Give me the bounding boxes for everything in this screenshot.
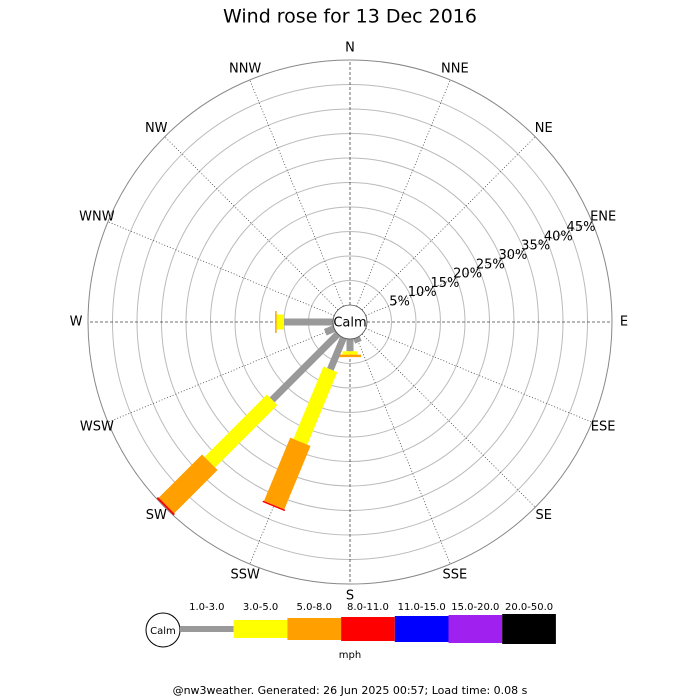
wind-bar: [353, 336, 362, 344]
outer-ring: [87, 59, 613, 585]
calm-label: Calm: [333, 316, 366, 331]
r-tick-label: 15%: [430, 276, 459, 291]
spoke: [365, 221, 593, 316]
direction-label: WNW: [79, 210, 115, 225]
wind-bar: [276, 314, 284, 330]
wind-bar: [158, 454, 218, 514]
legend-swatch: [233, 620, 288, 638]
direction-label: ESE: [591, 419, 616, 434]
wind-bar: [262, 500, 286, 512]
legend-label: 3.0-5.0: [243, 602, 278, 613]
r-tick-label: 5%: [389, 294, 410, 309]
spoke: [164, 136, 339, 311]
direction-label: NW: [145, 121, 168, 136]
legend-label: 20.0-50.0: [505, 602, 553, 613]
direction-label: E: [620, 315, 628, 330]
spoke: [249, 79, 344, 307]
r-tick-label: 35%: [521, 239, 550, 254]
legend-swatch: [341, 617, 395, 641]
wind-bar: [346, 339, 354, 352]
wind-bar: [284, 318, 333, 326]
legend-swatch: [448, 615, 503, 643]
r-tick-label: 25%: [476, 257, 505, 272]
legend-label: 1.0-3.0: [189, 602, 224, 613]
calm-circle: [332, 304, 368, 340]
wind-bar: [327, 336, 347, 371]
spoke: [356, 79, 451, 307]
legend-label: 8.0-11.0: [347, 602, 389, 613]
spoke: [361, 136, 536, 311]
r-tick-label: 10%: [408, 285, 437, 300]
spoke: [356, 337, 451, 565]
legend-label: 11.0-15.0: [398, 602, 446, 613]
direction-label: N: [345, 41, 355, 56]
grid-ring: [259, 231, 441, 413]
r-tick-label: 20%: [453, 267, 482, 282]
r-tick-label: 30%: [499, 248, 528, 263]
legend-swatch: [394, 616, 449, 642]
spoke: [107, 221, 335, 316]
spoke: [361, 333, 536, 508]
wind-bar: [323, 325, 336, 336]
direction-label: ENE: [590, 210, 616, 225]
legend-label: 5.0-8.0: [297, 602, 332, 613]
direction-label: SW: [146, 508, 167, 523]
spoke: [107, 328, 335, 423]
wind-bar: [275, 311, 277, 333]
legend-calm-label: Calm: [150, 626, 176, 637]
wind-bar: [342, 351, 358, 355]
wind-bar: [293, 366, 338, 445]
direction-label: NE: [535, 121, 553, 136]
r-tick-label: 45%: [567, 220, 596, 235]
spoke: [365, 328, 593, 423]
direction-label: SSE: [442, 568, 467, 583]
legend-swatch: [502, 614, 556, 644]
direction-label: WSW: [80, 419, 114, 434]
r-tick-label: 40%: [544, 229, 573, 244]
wind-bar: [156, 497, 175, 516]
direction-label: SE: [536, 508, 552, 523]
spoke: [249, 337, 344, 565]
legend-label: 15.0-20.0: [451, 602, 499, 613]
wind-bar: [204, 394, 278, 468]
legend-swatch: [180, 626, 234, 632]
direction-label: SSW: [230, 568, 260, 583]
direction-label: W: [70, 315, 83, 330]
direction-label: NNW: [229, 61, 261, 76]
direction-label: S: [346, 589, 354, 604]
direction-label: NNE: [441, 61, 469, 76]
chart-title: Wind rose for 13 Dec 2016: [223, 6, 477, 28]
wind-bar: [263, 437, 311, 510]
unit-label: mph: [339, 650, 361, 661]
legend-swatch: [287, 618, 342, 640]
wind-bar: [269, 331, 341, 403]
wind-bar: [339, 354, 361, 358]
footer: @nw3weather. Generated: 26 Jun 2025 00:5…: [173, 684, 528, 697]
